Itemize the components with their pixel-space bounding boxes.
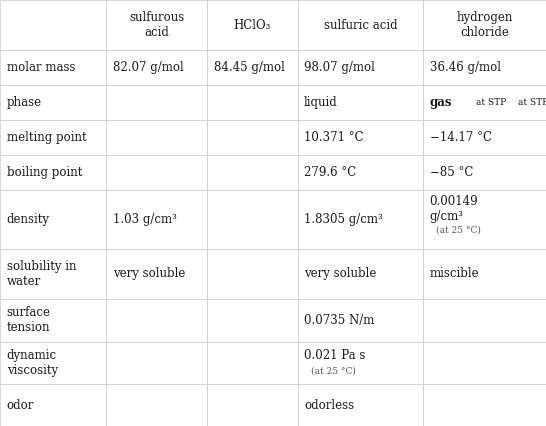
Bar [423, 155, 546, 190]
Text: odor: odor [7, 399, 34, 412]
Bar [423, 299, 546, 342]
Bar [298, 85, 423, 120]
Bar [0, 0, 106, 50]
Bar [298, 384, 423, 426]
Bar [106, 50, 207, 85]
Text: 84.45 g/mol: 84.45 g/mol [214, 61, 285, 74]
Text: HClO₃: HClO₃ [234, 19, 271, 32]
Bar [207, 299, 298, 342]
Bar [0, 85, 106, 120]
Text: boiling point: boiling point [7, 166, 82, 179]
Text: gas: gas [430, 96, 452, 109]
Text: surface
tension: surface tension [7, 306, 51, 334]
Bar [207, 0, 298, 50]
Bar [106, 342, 207, 384]
Bar [207, 50, 298, 85]
Bar [423, 384, 546, 426]
Bar [423, 0, 546, 50]
Bar [423, 120, 546, 155]
Bar [423, 249, 546, 299]
Bar [106, 85, 207, 120]
Bar [106, 190, 207, 249]
Text: very soluble: very soluble [304, 268, 377, 280]
Bar [298, 120, 423, 155]
Bar [0, 342, 106, 384]
Text: 1.8305 g/cm³: 1.8305 g/cm³ [304, 213, 383, 226]
Bar [106, 155, 207, 190]
Text: dynamic
viscosity: dynamic viscosity [7, 349, 58, 377]
Text: 36.46 g/mol: 36.46 g/mol [430, 61, 501, 74]
Bar [0, 299, 106, 342]
Bar [423, 190, 546, 249]
Bar [298, 190, 423, 249]
Text: liquid: liquid [304, 96, 338, 109]
Bar [298, 50, 423, 85]
Text: density: density [7, 213, 50, 226]
Text: sulfurous
acid: sulfurous acid [129, 11, 185, 39]
Text: very soluble: very soluble [113, 268, 186, 280]
Bar [298, 249, 423, 299]
Bar [207, 249, 298, 299]
Bar [207, 155, 298, 190]
Text: 98.07 g/mol: 98.07 g/mol [304, 61, 375, 74]
Bar [106, 0, 207, 50]
Bar [207, 120, 298, 155]
Bar [0, 384, 106, 426]
Text: 1.03 g/cm³: 1.03 g/cm³ [113, 213, 177, 226]
Bar [423, 50, 546, 85]
Text: phase: phase [7, 96, 41, 109]
Bar [0, 190, 106, 249]
Bar [207, 190, 298, 249]
Text: solubility in
water: solubility in water [7, 260, 76, 288]
Text: odorless: odorless [304, 399, 354, 412]
Bar [106, 384, 207, 426]
Bar [207, 384, 298, 426]
Bar [207, 85, 298, 120]
Bar [106, 120, 207, 155]
Bar [298, 342, 423, 384]
Bar [207, 342, 298, 384]
Bar [423, 85, 546, 120]
Text: 82.07 g/mol: 82.07 g/mol [113, 61, 184, 74]
Text: 279.6 °C: 279.6 °C [304, 166, 357, 179]
Text: at STP: at STP [476, 98, 506, 107]
Text: sulfuric acid: sulfuric acid [324, 19, 397, 32]
Bar [106, 249, 207, 299]
Text: miscible: miscible [430, 268, 479, 280]
Bar [298, 0, 423, 50]
Text: −85 °C: −85 °C [430, 166, 473, 179]
Text: 0.0735 N/m: 0.0735 N/m [304, 314, 375, 327]
Bar [106, 299, 207, 342]
Text: −14.17 °C: −14.17 °C [430, 131, 492, 144]
Text: (at 25 °C): (at 25 °C) [436, 225, 481, 234]
Text: molar mass: molar mass [7, 61, 75, 74]
Text: 0.021 Pa s: 0.021 Pa s [304, 349, 365, 362]
Bar [298, 299, 423, 342]
Text: 10.371 °C: 10.371 °C [304, 131, 364, 144]
Bar [0, 50, 106, 85]
Bar [0, 120, 106, 155]
Bar [423, 342, 546, 384]
Text: at STP: at STP [518, 98, 546, 107]
Bar [0, 249, 106, 299]
Text: hydrogen
chloride: hydrogen chloride [456, 11, 513, 39]
Text: melting point: melting point [7, 131, 86, 144]
Text: 0.00149
g/cm³: 0.00149 g/cm³ [430, 195, 478, 223]
Bar [298, 155, 423, 190]
Bar [0, 155, 106, 190]
Text: (at 25 °C): (at 25 °C) [311, 366, 355, 375]
